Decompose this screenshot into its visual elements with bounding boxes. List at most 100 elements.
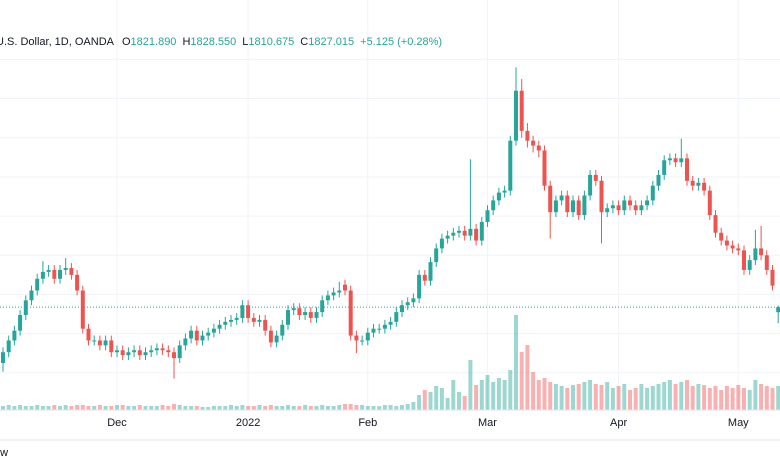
volume-bar — [571, 385, 575, 410]
x-tick-label: Dec — [107, 417, 127, 429]
candle-body — [217, 324, 222, 329]
candle-body — [211, 328, 216, 333]
ohlc-legend: U.S. Dollar, 1D, OANDA O1821.890 H1828.550… — [0, 36, 442, 48]
candle-body — [445, 235, 450, 239]
candle-body — [320, 300, 325, 313]
volume-bar — [559, 386, 564, 410]
volume-bar — [120, 405, 125, 410]
candle-body — [40, 271, 45, 279]
volume-bar — [610, 388, 615, 410]
volume-bar — [172, 404, 176, 410]
legend-key: H — [182, 36, 190, 48]
volume-bar — [599, 385, 604, 410]
candle-body — [753, 248, 758, 261]
volume-bar — [582, 382, 587, 410]
candle-body — [251, 317, 256, 322]
candle-body — [474, 228, 479, 241]
volume-bar — [229, 405, 233, 410]
volume-bar — [724, 386, 729, 410]
candle-body — [462, 230, 467, 236]
volume-bar — [280, 406, 285, 410]
candle-body — [280, 324, 285, 336]
volume-bar — [576, 384, 581, 410]
volume-bar — [217, 406, 222, 410]
volume-bar — [605, 382, 610, 410]
volume-bar — [707, 388, 712, 410]
volume-bar — [400, 405, 404, 410]
volume-bar — [764, 386, 769, 410]
candle-body — [377, 328, 382, 330]
candle-body — [360, 340, 365, 342]
candle-body — [137, 350, 142, 356]
volume-bar — [297, 406, 302, 410]
candle-body — [650, 185, 655, 201]
volume-bar — [696, 384, 701, 410]
volume-bar — [97, 405, 102, 410]
volume-bar — [23, 406, 28, 410]
candle-body — [496, 192, 501, 201]
candle-body — [439, 238, 444, 249]
candle-body — [365, 332, 370, 341]
grid — [0, 0, 780, 410]
candle-body — [12, 330, 17, 341]
volume-bar — [690, 386, 695, 410]
candle-body — [662, 160, 667, 175]
candle-body — [514, 90, 518, 141]
volume-bar — [759, 384, 764, 410]
candle-body — [411, 298, 416, 303]
candle-body — [742, 250, 746, 270]
candle-body — [149, 350, 154, 353]
volume-bar — [519, 352, 524, 410]
legend-value: 1827.015 — [308, 36, 354, 48]
volume-bar — [251, 406, 256, 410]
volume-bar — [109, 406, 114, 410]
volume-bar — [667, 380, 672, 410]
candle-body — [206, 332, 211, 336]
volume-bar — [388, 405, 393, 410]
legend-value: 1810.675 — [248, 36, 294, 48]
volume-bar — [525, 345, 530, 410]
legend-value: 1828.550 — [190, 36, 236, 48]
candle-body — [52, 269, 57, 279]
volume-bar — [211, 406, 216, 410]
candle-body — [382, 324, 387, 329]
volume-bar — [702, 385, 707, 410]
candle-body — [428, 262, 433, 281]
candle-layer — [0, 67, 780, 379]
candle-body — [485, 210, 490, 222]
volume-bar — [405, 404, 410, 410]
volume-bar — [531, 372, 536, 410]
x-axis: Dec 2022 Feb Mar Apr May — [107, 417, 749, 429]
volume-bar — [160, 405, 165, 410]
candle-body — [200, 335, 205, 341]
volume-bar — [457, 392, 461, 410]
candle-body — [388, 321, 393, 325]
candle-body — [525, 130, 530, 141]
candle-body — [86, 328, 91, 341]
x-tick-label: Apr — [610, 417, 627, 429]
candle-body — [286, 310, 290, 325]
candle-body — [75, 274, 80, 291]
candle-body — [58, 269, 62, 279]
volume-bar — [154, 406, 159, 410]
volume-bar — [92, 406, 97, 410]
volume-bar — [445, 398, 450, 410]
candle-body — [400, 305, 404, 313]
volume-bar — [479, 380, 484, 410]
candle-body — [160, 348, 165, 351]
volume-bar — [115, 405, 119, 410]
candle-body — [80, 290, 85, 329]
volume-bar — [206, 407, 211, 410]
volume-bar — [354, 405, 359, 410]
volume-bar — [474, 385, 479, 410]
candle-body — [502, 190, 507, 193]
candle-body — [92, 340, 97, 342]
candle-body — [736, 248, 741, 251]
volume-bar — [736, 385, 741, 410]
volume-bar — [542, 378, 547, 410]
candle-body — [599, 180, 604, 213]
volume-bar — [63, 405, 68, 410]
candle-body — [565, 195, 570, 213]
